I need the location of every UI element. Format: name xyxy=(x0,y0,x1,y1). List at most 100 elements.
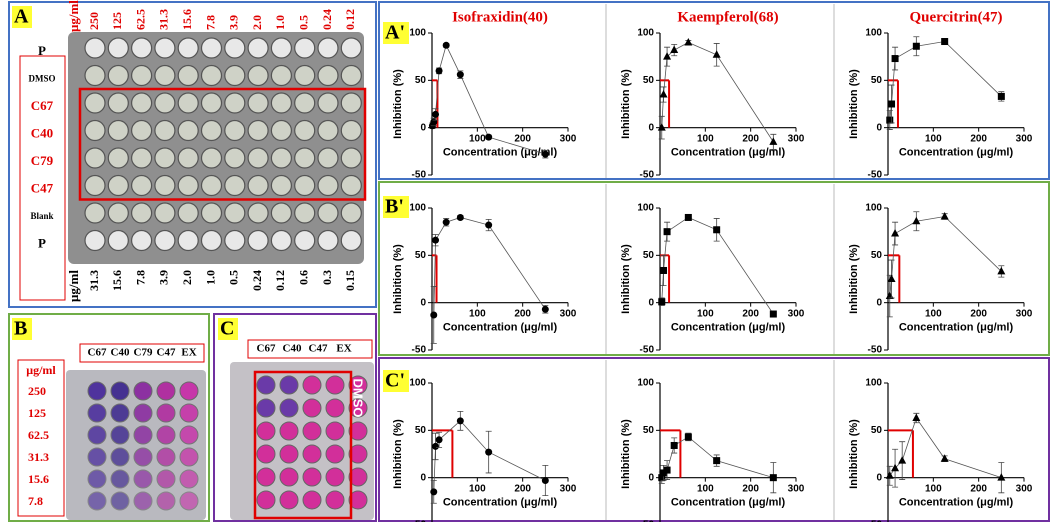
well xyxy=(84,119,106,142)
well xyxy=(133,403,153,423)
x-tick-label: 100 xyxy=(925,483,942,494)
row-label: C67 xyxy=(31,98,54,113)
marker xyxy=(432,442,440,450)
marker xyxy=(660,469,668,477)
x-tick-label: 300 xyxy=(788,483,805,494)
well xyxy=(110,425,130,445)
well xyxy=(200,37,223,59)
x-tick-label: 200 xyxy=(742,133,759,144)
well xyxy=(340,92,362,114)
row-label: C79 xyxy=(31,153,54,168)
well xyxy=(348,398,368,418)
well xyxy=(256,398,276,418)
well xyxy=(340,229,362,252)
marker xyxy=(663,466,671,474)
well xyxy=(179,403,199,423)
well xyxy=(177,119,199,142)
well xyxy=(133,469,153,489)
concentration-label: 2.0 xyxy=(180,270,194,285)
x-tick-label: 100 xyxy=(469,308,486,319)
marker xyxy=(456,213,464,221)
concentration-label: 3.9 xyxy=(157,270,171,285)
x-tick-label: 100 xyxy=(469,483,486,494)
well xyxy=(270,202,292,224)
y-tick-label: 0 xyxy=(648,297,654,308)
marker xyxy=(940,454,949,462)
marker xyxy=(430,311,438,319)
panel-letter-bg xyxy=(383,370,409,392)
y-tick-label: 0 xyxy=(648,472,654,483)
well xyxy=(294,202,316,224)
panel-c-frame xyxy=(213,313,377,522)
x-tick-label: 200 xyxy=(514,308,531,319)
well xyxy=(340,202,362,224)
x-tick-label: 300 xyxy=(1016,308,1033,319)
well xyxy=(154,92,176,114)
well xyxy=(294,119,316,142)
y-tick-label: 0 xyxy=(648,122,654,133)
y-tick-label: 100 xyxy=(865,378,882,389)
well xyxy=(348,490,368,510)
well xyxy=(224,37,246,59)
well xyxy=(224,147,246,169)
concentration-label: 2.0 xyxy=(250,15,264,30)
marker xyxy=(657,123,666,131)
marker xyxy=(660,266,668,274)
well xyxy=(348,444,368,464)
well xyxy=(84,202,106,224)
marker xyxy=(713,457,721,465)
well xyxy=(294,92,316,114)
well xyxy=(107,174,129,197)
well xyxy=(247,119,269,142)
y-tick-label: 0 xyxy=(420,122,426,133)
chart-title: Quercitrin(47) xyxy=(909,9,1002,25)
well xyxy=(279,398,299,418)
row-label: P xyxy=(38,235,46,250)
y-tick-label: 50 xyxy=(871,425,883,436)
well xyxy=(84,229,106,252)
well xyxy=(340,174,362,197)
concentration-label: 31.3 xyxy=(87,270,101,291)
chart-title: Kaempferol(68) xyxy=(677,9,778,25)
y-tick-label: 100 xyxy=(409,203,426,214)
y-tick-label: 100 xyxy=(637,203,654,214)
marker xyxy=(997,473,1006,481)
concentration-label: 0.3 xyxy=(320,270,334,285)
x-tick-label: 300 xyxy=(1016,133,1033,144)
well xyxy=(131,119,153,142)
well xyxy=(156,447,176,467)
well xyxy=(270,92,292,114)
unit-label: μg/ml xyxy=(66,0,81,32)
concentration-label: 7.8 xyxy=(203,15,217,30)
marker xyxy=(912,413,921,422)
marker xyxy=(912,216,921,225)
marker xyxy=(435,67,443,75)
well xyxy=(247,147,269,169)
concentration-label: 3.9 xyxy=(227,15,241,30)
x-tick-label: 200 xyxy=(742,483,759,494)
well xyxy=(107,92,129,114)
well xyxy=(270,119,292,142)
panel-letter-bg xyxy=(383,22,409,44)
concentration-label: 31.3 xyxy=(28,450,49,464)
x-tick-label: 300 xyxy=(788,133,805,144)
well xyxy=(156,469,176,489)
marker xyxy=(769,137,778,145)
well xyxy=(294,174,316,197)
col-box-b xyxy=(79,343,205,363)
marker xyxy=(670,441,678,449)
well xyxy=(87,425,107,445)
x-axis-label: Concentration (μg/ml) xyxy=(899,322,1014,334)
panel-letter-bg xyxy=(218,318,238,340)
well xyxy=(200,174,223,197)
panel-a-prime-frame xyxy=(378,1,1050,180)
concentration-label: 0.12 xyxy=(343,9,357,30)
well xyxy=(256,467,276,487)
marker xyxy=(684,213,692,221)
marker xyxy=(769,474,777,482)
separators xyxy=(605,4,835,520)
well xyxy=(179,381,199,401)
well xyxy=(224,92,246,114)
x-tick-label: 300 xyxy=(788,308,805,319)
well xyxy=(325,444,345,464)
